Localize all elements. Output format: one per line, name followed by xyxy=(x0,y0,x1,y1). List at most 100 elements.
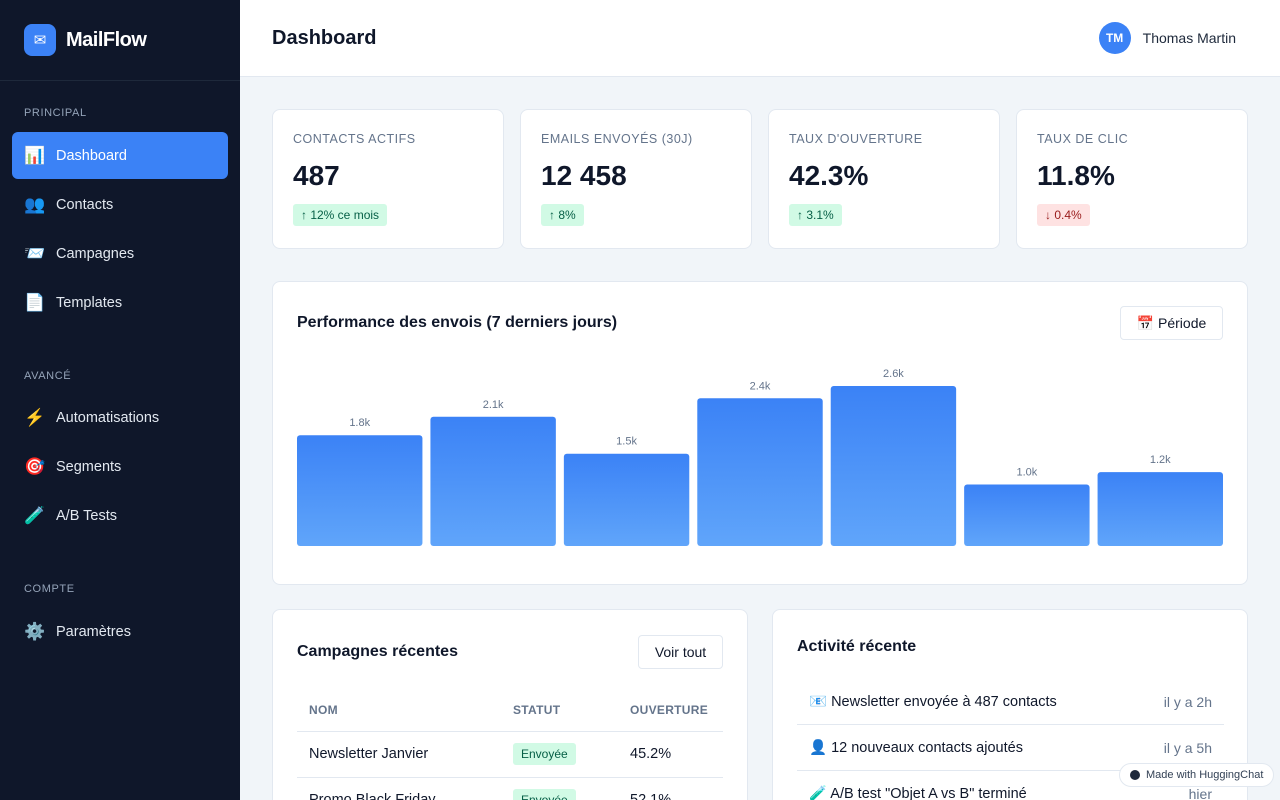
sidebar-item-templates[interactable]: 📄 Templates xyxy=(12,279,228,326)
huggingchat-icon xyxy=(1130,770,1140,780)
nav-section-avance: AVANCÉ xyxy=(24,370,72,382)
bar-data-label: 2.1k xyxy=(483,399,504,411)
avatar[interactable]: TM xyxy=(1098,22,1131,54)
sidebar-item-parametres[interactable]: ⚙️ Paramètres xyxy=(12,608,228,655)
nav-section-principal: PRINCIPAL xyxy=(24,107,87,119)
stat-value: 42.3% xyxy=(789,160,869,191)
document-icon: 📄 xyxy=(24,292,46,312)
top-header: Dashboard TM Thomas Martin xyxy=(240,0,1280,77)
sidebar-item-ab-tests[interactable]: 🧪 A/B Tests xyxy=(12,492,228,539)
test-tube-icon: 🧪 xyxy=(24,505,46,525)
stat-label: CONTACTS ACTIFS xyxy=(293,132,416,146)
sidebar-item-label: Segments xyxy=(56,458,122,475)
chart-icon: 📊 xyxy=(24,145,46,165)
stat-value: 12 458 xyxy=(541,160,627,191)
page-title: Dashboard xyxy=(272,27,377,49)
user-name[interactable]: Thomas Martin xyxy=(1142,30,1236,46)
stat-value: 487 xyxy=(293,160,340,191)
activity-list: 📧 Newsletter envoyée à 487 contacts il y… xyxy=(797,679,1224,800)
sidebar-item-label: Dashboard xyxy=(56,147,127,164)
bar-data-label: 1.0k xyxy=(1016,466,1037,478)
column-header-name: NOM xyxy=(297,689,501,732)
chart-card: Performance des envois (7 derniers jours… xyxy=(272,281,1248,585)
campaign-open-rate: 45.2% xyxy=(618,731,723,778)
bar-data-label: 2.4k xyxy=(750,380,771,392)
stat-delta: ↑ 8% xyxy=(541,204,584,226)
campaigns-table: NOM STATUT OUVERTURE Newsletter Janvier … xyxy=(297,689,723,800)
sidebar: ✉ MailFlow PRINCIPAL 📊 Dashboard 👥 Conta… xyxy=(0,0,240,800)
activity-text: 📧 Newsletter envoyée à 487 contacts xyxy=(809,694,1057,710)
user-menu[interactable]: TM Thomas Martin xyxy=(1098,22,1236,54)
campaign-status: Envoyée xyxy=(501,731,618,778)
stat-card-open-rate: TAUX D'OUVERTURE 42.3% ↑ 3.1% xyxy=(768,109,1000,249)
activity-card: Activité récente 📧 Newsletter envoyée à … xyxy=(772,609,1248,800)
bar-data-label: 1.2k xyxy=(1150,454,1171,466)
table-row[interactable]: Promo Black Friday Envoyée 52.1% xyxy=(297,777,723,800)
gear-icon: ⚙️ xyxy=(24,621,46,641)
campaign-status: Envoyée xyxy=(501,777,618,800)
sidebar-item-dashboard[interactable]: 📊 Dashboard xyxy=(12,132,228,179)
stat-label: TAUX DE CLIC xyxy=(1037,132,1129,146)
sidebar-item-automatisations[interactable]: ⚡ Automatisations xyxy=(12,394,228,441)
table-header-row: NOM STATUT OUVERTURE xyxy=(297,689,723,732)
brand: ✉ MailFlow xyxy=(0,0,240,81)
list-item: 🧪 A/B test "Objet A vs B" terminé hier xyxy=(797,771,1224,800)
stat-card-contacts: CONTACTS ACTIFS 487 ↑ 12% ce mois xyxy=(272,109,504,249)
stat-card-click-rate: TAUX DE CLIC 11.8% ↓ 0.4% xyxy=(1016,109,1248,249)
activity-text: 👤 12 nouveaux contacts ajoutés xyxy=(809,740,1023,756)
stat-delta: ↑ 3.1% xyxy=(789,204,842,226)
badge-label: Made with HuggingChat xyxy=(1146,769,1264,781)
nav-section-compte: COMPTE xyxy=(24,583,75,595)
chart-bar xyxy=(1097,472,1223,546)
stat-card-emails: EMAILS ENVOYÉS (30J) 12 458 ↑ 8% xyxy=(520,109,752,249)
activity-time: il y a 2h xyxy=(1163,693,1212,710)
sidebar-item-label: Automatisations xyxy=(56,409,160,426)
sidebar-item-segments[interactable]: 🎯 Segments xyxy=(12,443,228,490)
sidebar-item-label: Paramètres xyxy=(56,623,131,640)
bar-data-label: 2.6k xyxy=(883,368,904,380)
lightning-icon: ⚡ xyxy=(24,407,46,427)
sidebar-item-label: Contacts xyxy=(56,196,114,213)
bar-chart: 1.8k 2.1k 1.5k 2.4k 2.6k 1.0k 1.2k xyxy=(297,368,1223,546)
target-icon: 🎯 xyxy=(24,456,46,476)
status-badge: Envoyée xyxy=(513,789,576,800)
brand-name: MailFlow xyxy=(66,28,147,51)
made-with-badge[interactable]: Made with HuggingChat xyxy=(1119,763,1275,787)
stat-label: EMAILS ENVOYÉS (30J) xyxy=(541,132,693,146)
chart-bar xyxy=(563,453,690,546)
period-button[interactable]: 📅 Période xyxy=(1120,306,1223,340)
list-item: 👤 12 nouveaux contacts ajoutés il y a 5h xyxy=(797,725,1224,771)
chart-bar xyxy=(830,386,957,546)
activity-time: il y a 5h xyxy=(1163,739,1212,756)
sidebar-item-contacts[interactable]: 👥 Contacts xyxy=(12,181,228,228)
mail-icon: ✉ xyxy=(24,24,56,56)
column-header-open: OUVERTURE xyxy=(618,689,723,732)
activity-time: hier xyxy=(1188,785,1212,800)
bar-data-label: 1.5k xyxy=(616,436,637,448)
campaign-name: Newsletter Janvier xyxy=(297,731,501,778)
campaigns-card: Campagnes récentes Voir tout NOM STATUT … xyxy=(272,609,748,800)
chart-title: Performance des envois (7 derniers jours… xyxy=(297,314,618,331)
sidebar-item-campagnes[interactable]: 📨 Campagnes xyxy=(12,230,228,277)
stat-value: 11.8% xyxy=(1037,160,1115,191)
campaign-name: Promo Black Friday xyxy=(297,777,501,800)
campaigns-title: Campagnes récentes xyxy=(297,643,458,660)
sidebar-item-label: A/B Tests xyxy=(56,507,117,524)
chart-bar xyxy=(964,484,1090,546)
sidebar-item-label: Campagnes xyxy=(56,245,135,262)
table-row[interactable]: Newsletter Janvier Envoyée 45.2% xyxy=(297,731,723,778)
stat-delta: ↑ 12% ce mois xyxy=(293,204,388,226)
sidebar-item-label: Templates xyxy=(56,294,123,311)
view-all-button[interactable]: Voir tout xyxy=(638,635,723,669)
chart-bar xyxy=(297,435,423,546)
column-header-status: STATUT xyxy=(501,689,618,732)
activity-title: Activité récente xyxy=(797,638,917,655)
stat-label: TAUX D'OUVERTURE xyxy=(789,132,923,146)
campaign-open-rate: 52.1% xyxy=(618,777,723,800)
users-icon: 👥 xyxy=(24,194,46,214)
activity-text: 🧪 A/B test "Objet A vs B" terminé xyxy=(809,786,1027,800)
chart-bar xyxy=(430,416,556,546)
envelope-icon: 📨 xyxy=(24,243,46,263)
stat-delta: ↓ 0.4% xyxy=(1037,204,1090,226)
list-item: 📧 Newsletter envoyée à 487 contacts il y… xyxy=(797,679,1224,725)
